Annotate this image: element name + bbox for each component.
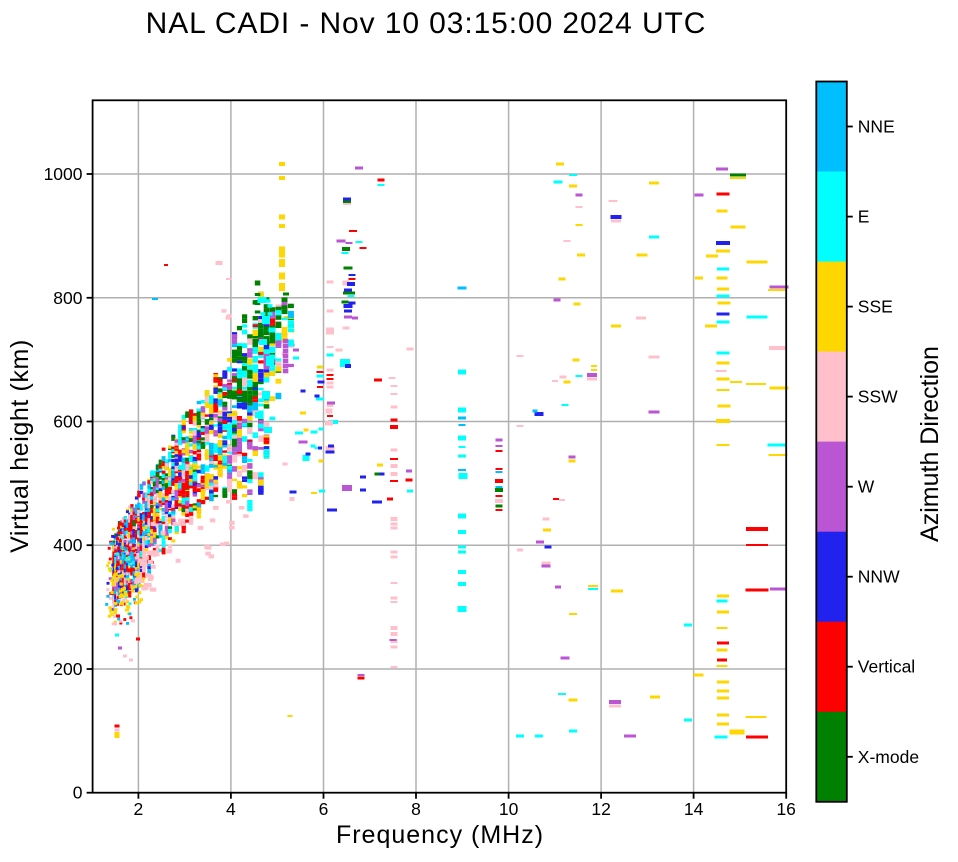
svg-text:8: 8 — [411, 799, 421, 819]
svg-text:NAL CADI - Nov 10 03:15:00 202: NAL CADI - Nov 10 03:15:00 2024 UTC — [146, 7, 707, 40]
svg-text:800: 800 — [53, 288, 82, 308]
svg-text:600: 600 — [53, 412, 82, 432]
svg-text:NNW: NNW — [858, 567, 900, 587]
svg-text:4: 4 — [226, 799, 236, 819]
svg-text:16: 16 — [776, 799, 795, 819]
svg-text:Frequency (MHz): Frequency (MHz) — [336, 821, 544, 849]
svg-text:W: W — [858, 477, 875, 497]
svg-text:6: 6 — [319, 799, 329, 819]
svg-text:2: 2 — [134, 799, 144, 819]
svg-text:Virtual height (km): Virtual height (km) — [6, 339, 34, 553]
svg-text:400: 400 — [53, 535, 82, 555]
svg-text:12: 12 — [591, 799, 610, 819]
svg-text:SSE: SSE — [858, 297, 893, 317]
svg-text:10: 10 — [499, 799, 519, 819]
svg-text:1000: 1000 — [44, 164, 83, 184]
svg-text:NNE: NNE — [858, 117, 895, 137]
svg-text:14: 14 — [684, 799, 704, 819]
svg-text:0: 0 — [73, 783, 83, 803]
svg-text:E: E — [858, 207, 870, 227]
svg-text:SSW: SSW — [858, 387, 898, 407]
svg-text:200: 200 — [53, 659, 82, 679]
svg-text:X-mode: X-mode — [858, 747, 919, 767]
svg-text:Azimuth Direction: Azimuth Direction — [916, 346, 944, 542]
svg-text:Vertical: Vertical — [858, 657, 915, 677]
